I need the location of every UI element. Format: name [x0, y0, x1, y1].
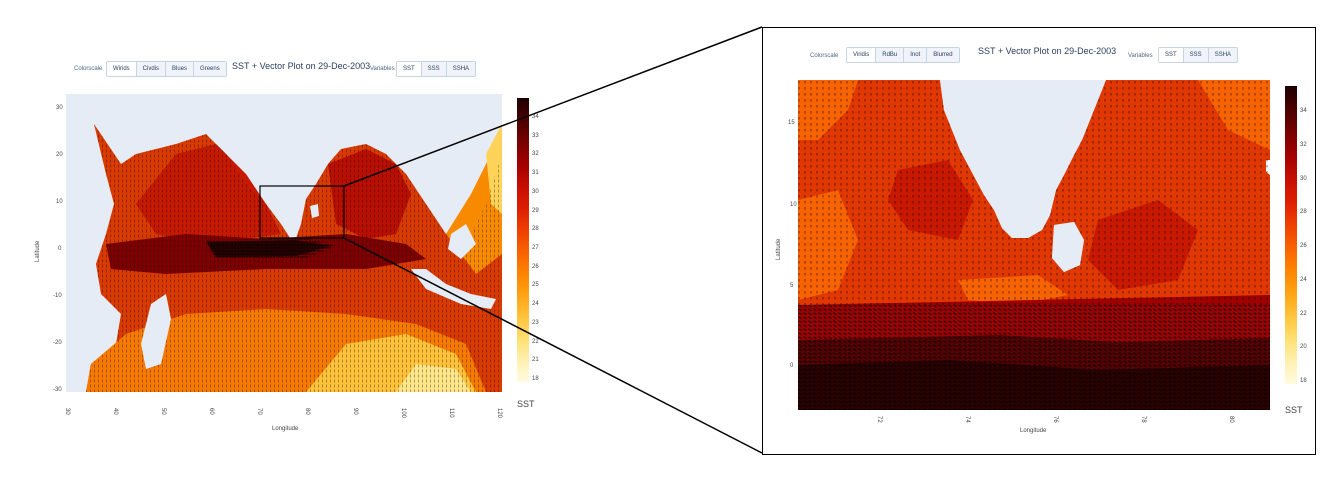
- colorbar-tick-label: 26: [1300, 243, 1307, 249]
- colorbar-tick-label: 34: [532, 114, 539, 120]
- colorbar-tick-label: 27: [532, 245, 539, 251]
- colorbar-tick-label: 22: [1300, 310, 1307, 317]
- left-land-indonesia: [411, 269, 496, 309]
- right-colorscale-button-4[interactable]: Blurred: [933, 52, 953, 58]
- left-colorscale-buttons: Wirids Civdis Blues Greens: [106, 61, 227, 77]
- right-variable-buttons: SST SSS SSHA: [1158, 47, 1239, 63]
- left-variable-button-sst[interactable]: SST: [397, 62, 422, 76]
- left-land-madagascar: [141, 294, 171, 369]
- colorbar-tick-label: 25: [532, 282, 539, 289]
- right-variable-button-sss[interactable]: SSS: [1184, 48, 1209, 62]
- right-colorscale-button-1[interactable]: Viridis: [847, 48, 877, 62]
- left-colorscale-button-2[interactable]: Civdis: [137, 62, 167, 76]
- connector-line-top-right: [343, 26, 763, 187]
- colorbar-tick-label: 34: [1300, 108, 1307, 114]
- left-ytick: 30: [56, 105, 63, 111]
- left-land-borneo: [448, 224, 476, 259]
- colorbar-tick-label: 23: [532, 319, 539, 326]
- right-xtick: 78: [1140, 416, 1146, 423]
- right-variable-button-ssha[interactable]: SSHA: [1214, 52, 1232, 58]
- colorbar-tick-label: 26: [532, 263, 539, 270]
- right-variables-label: Variables: [1128, 53, 1153, 59]
- right-colorbar: [1285, 86, 1297, 384]
- colorbar-tick-label: 20: [1300, 344, 1307, 351]
- left-vector-dense: [206, 238, 336, 259]
- left-ytick: -10: [53, 293, 62, 299]
- connector-line-bottom-right: [343, 237, 763, 454]
- right-ytick: 15: [788, 120, 795, 126]
- colorbar-tick-label: 32: [1300, 141, 1307, 148]
- left-ytick: 10: [56, 199, 63, 205]
- right-colorbar-title: SST: [1285, 405, 1303, 415]
- right-xtick: 80: [1228, 416, 1234, 423]
- right-heatmap: [798, 80, 1270, 410]
- right-land-srilanka-mask: [1052, 222, 1084, 272]
- colorbar-tick-label: 30: [532, 188, 539, 195]
- colorbar-tick-label: 28: [1300, 209, 1307, 216]
- right-variable-button-sst[interactable]: SST: [1159, 48, 1184, 62]
- colorbar-tick-label: 31: [532, 170, 539, 177]
- right-xtick: 74: [964, 416, 970, 423]
- right-colorscale-button-2[interactable]: RdBu: [876, 48, 905, 62]
- colorbar-tick-label: 32: [532, 151, 539, 158]
- colorbar-tick-label: 21: [532, 357, 539, 364]
- left-colorbar: [517, 98, 529, 382]
- left-ytick: -30: [53, 387, 62, 393]
- left-x-axis-title: Longitude: [272, 426, 299, 432]
- left-colorscale-label: Colorscale: [74, 66, 103, 72]
- left-chart-title: SST + Vector Plot on 29-Dec-2003: [232, 61, 371, 71]
- left-colorscale-button-3[interactable]: Blues: [166, 62, 195, 76]
- right-chart-title: SST + Vector Plot on 29-Dec-2003: [978, 46, 1117, 56]
- left-variable-button-ssha[interactable]: SSHA: [452, 66, 470, 72]
- colorbar-tick-label: 24: [1300, 276, 1307, 283]
- right-colorscale-label: Colorscale: [810, 53, 839, 59]
- left-land-srilanka: [310, 204, 319, 218]
- left-colorscale-button-1[interactable]: Wirids: [107, 62, 137, 76]
- right-colorscale-button-3[interactable]: Inot: [904, 48, 928, 62]
- right-vector-dense: [798, 305, 1270, 410]
- colorbar-tick-label: 22: [532, 338, 539, 345]
- right-xtick: 76: [1052, 416, 1058, 423]
- right-xtick: 72: [876, 416, 882, 423]
- left-variable-button-sss[interactable]: SSS: [422, 62, 447, 76]
- left-ytick: 20: [56, 152, 63, 158]
- right-ytick: 0: [790, 363, 794, 369]
- right-y-axis-title: Latitude: [776, 238, 782, 260]
- colorbar-tick-label: 24: [532, 301, 539, 308]
- left-ytick: -20: [53, 340, 62, 346]
- left-colorbar-title: SST: [517, 399, 535, 409]
- zoom-panel-frame: [762, 27, 1316, 455]
- right-ytick: 5: [790, 283, 794, 289]
- colorbar-tick-label: 18: [532, 376, 539, 382]
- left-colorscale-button-4[interactable]: Greens: [200, 66, 220, 72]
- colorbar-tick-label: 29: [532, 207, 539, 214]
- right-ytick: 10: [790, 202, 797, 208]
- right-land-india-mask: [940, 80, 1106, 238]
- left-ytick: 0: [58, 246, 62, 252]
- right-colorscale-buttons: Viridis RdBu Inot Blurred: [846, 47, 960, 63]
- colorbar-tick-label: 30: [1300, 175, 1307, 182]
- right-plot-area[interactable]: [798, 80, 1270, 410]
- colorbar-tick-label: 18: [1300, 378, 1307, 384]
- colorbar-tick-label: 33: [532, 132, 539, 139]
- left-variable-buttons: SST SSS SSHA: [396, 61, 477, 77]
- left-plot-area[interactable]: [66, 94, 502, 392]
- left-variables-label: Variables: [370, 66, 395, 72]
- left-heatmap: [86, 124, 502, 392]
- right-x-axis-title: Longitude: [1020, 428, 1047, 434]
- left-zoom-box[interactable]: [259, 185, 345, 239]
- colorbar-tick-label: 28: [532, 226, 539, 233]
